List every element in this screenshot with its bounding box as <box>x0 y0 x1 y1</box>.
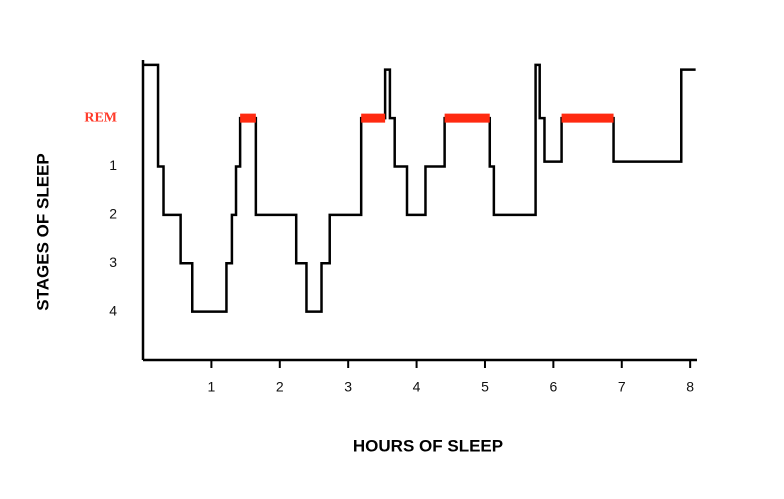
x-tick-label: 1 <box>207 379 215 395</box>
sleep-stage-line <box>143 63 696 313</box>
y-tick-label: 3 <box>109 254 117 270</box>
x-axis-title: HOURS OF SLEEP <box>353 436 503 455</box>
y-tick-label: 4 <box>109 302 117 318</box>
x-tick-label: 7 <box>618 379 626 395</box>
x-tick-label: 5 <box>481 379 489 395</box>
x-tick-label: 4 <box>413 379 421 395</box>
y-tick-label: 2 <box>109 206 117 222</box>
y-tick-label: 1 <box>109 157 117 173</box>
x-tick-label: 8 <box>686 379 694 395</box>
y-axis-title: STAGES OF SLEEP <box>33 153 52 310</box>
x-tick-label: 3 <box>344 379 352 395</box>
y-tick-label: REM <box>84 110 117 125</box>
x-tick-label: 2 <box>276 379 284 395</box>
x-tick-label: 6 <box>549 379 557 395</box>
